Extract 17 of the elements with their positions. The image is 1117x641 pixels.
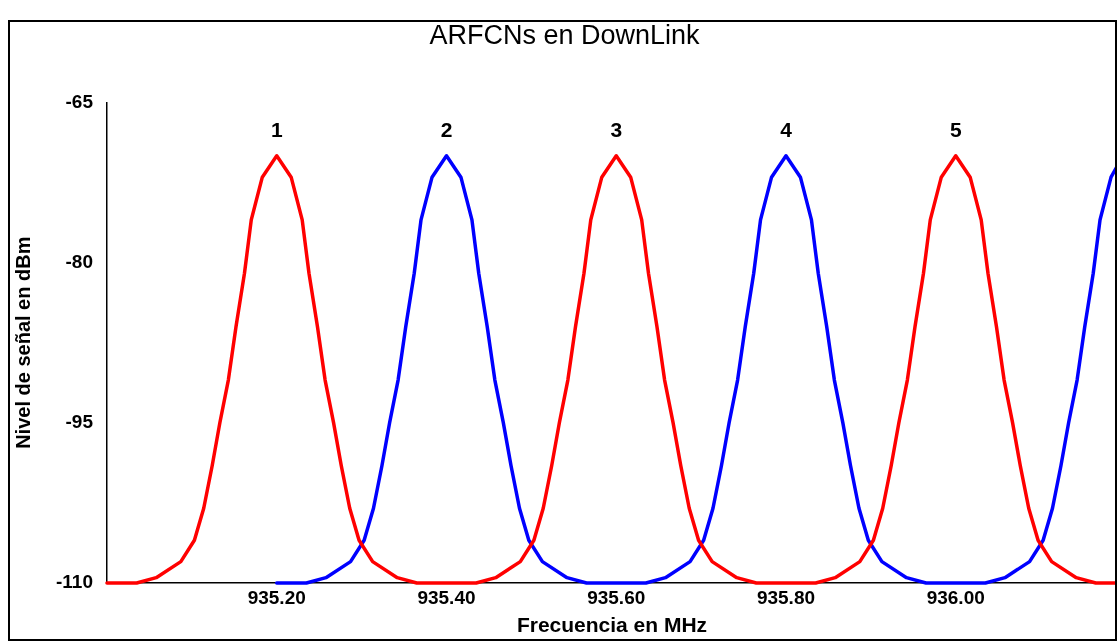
annotation: 5 xyxy=(949,118,962,142)
x-axis-title: Frecuencia en MHz xyxy=(516,613,708,637)
annotation: 3 xyxy=(610,118,623,142)
y-tick-label: -80 xyxy=(65,250,93,272)
annotation: 4 xyxy=(780,118,793,142)
y-tick-label: -95 xyxy=(65,411,94,433)
chart-title: ARFCNs en DownLink xyxy=(429,19,701,50)
x-tick-label: 935.80 xyxy=(756,586,816,608)
x-tick-label: 936.00 xyxy=(926,586,985,608)
annotation: 1 xyxy=(270,118,283,142)
y-axis-title: Nivel de señal en dBm xyxy=(11,236,34,449)
x-tick-label: 935.20 xyxy=(247,586,306,608)
annotation: 2 xyxy=(440,118,453,142)
x-tick-label: 935.60 xyxy=(587,586,646,608)
y-tick-label: -65 xyxy=(65,90,94,112)
y-tick-label: -110 xyxy=(56,571,93,593)
x-tick-label: 935.40 xyxy=(417,586,476,608)
